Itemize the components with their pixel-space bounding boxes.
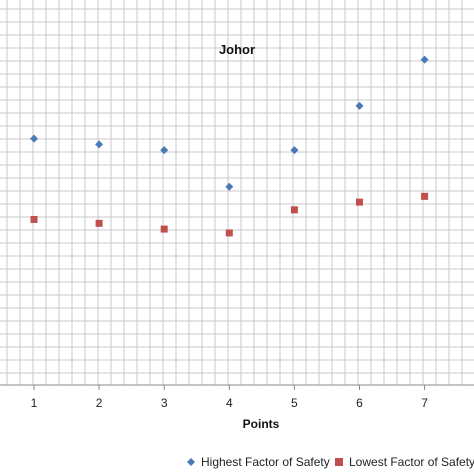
lowest-fos-point [95, 219, 103, 227]
highest-fos-point [355, 101, 364, 110]
lowest-fos-point [290, 206, 298, 214]
lowest-fos-point [160, 225, 168, 233]
highest-fos-point [30, 134, 38, 143]
x-tick-label: 1 [31, 396, 38, 410]
chart-title: Johor [219, 42, 255, 57]
x-axis-title: Points [243, 417, 280, 431]
x-tick-label: 4 [226, 396, 233, 410]
x-tick-label: 3 [161, 396, 168, 410]
x-tick-label: 6 [356, 396, 363, 410]
highest-fos-point [95, 140, 104, 149]
chart-legend: Highest Factor of Safety Lowest Factor o… [187, 455, 474, 469]
highest-fos-point [420, 55, 429, 64]
x-tick-label: 7 [421, 396, 428, 410]
legend-marker-highest [187, 458, 195, 466]
highest-fos-point [290, 146, 299, 155]
lowest-fos-point [30, 215, 38, 223]
chart-gridlines [0, 0, 474, 385]
legend-label-lowest: Lowest Factor of Safety [349, 455, 474, 469]
lowest-fos-point [421, 192, 429, 200]
x-tick-label: 2 [96, 396, 103, 410]
x-tick-label: 5 [291, 396, 298, 410]
lowest-fos-point [225, 229, 233, 237]
legend-marker-lowest [335, 458, 343, 466]
highest-fos-point [160, 146, 169, 155]
data-markers [30, 55, 429, 237]
legend-label-highest: Highest Factor of Safety [201, 455, 330, 469]
lowest-fos-point [356, 198, 363, 206]
x-axis-ticks: 1 2 3 4 5 6 7 [31, 385, 428, 410]
highest-fos-point [225, 182, 234, 191]
